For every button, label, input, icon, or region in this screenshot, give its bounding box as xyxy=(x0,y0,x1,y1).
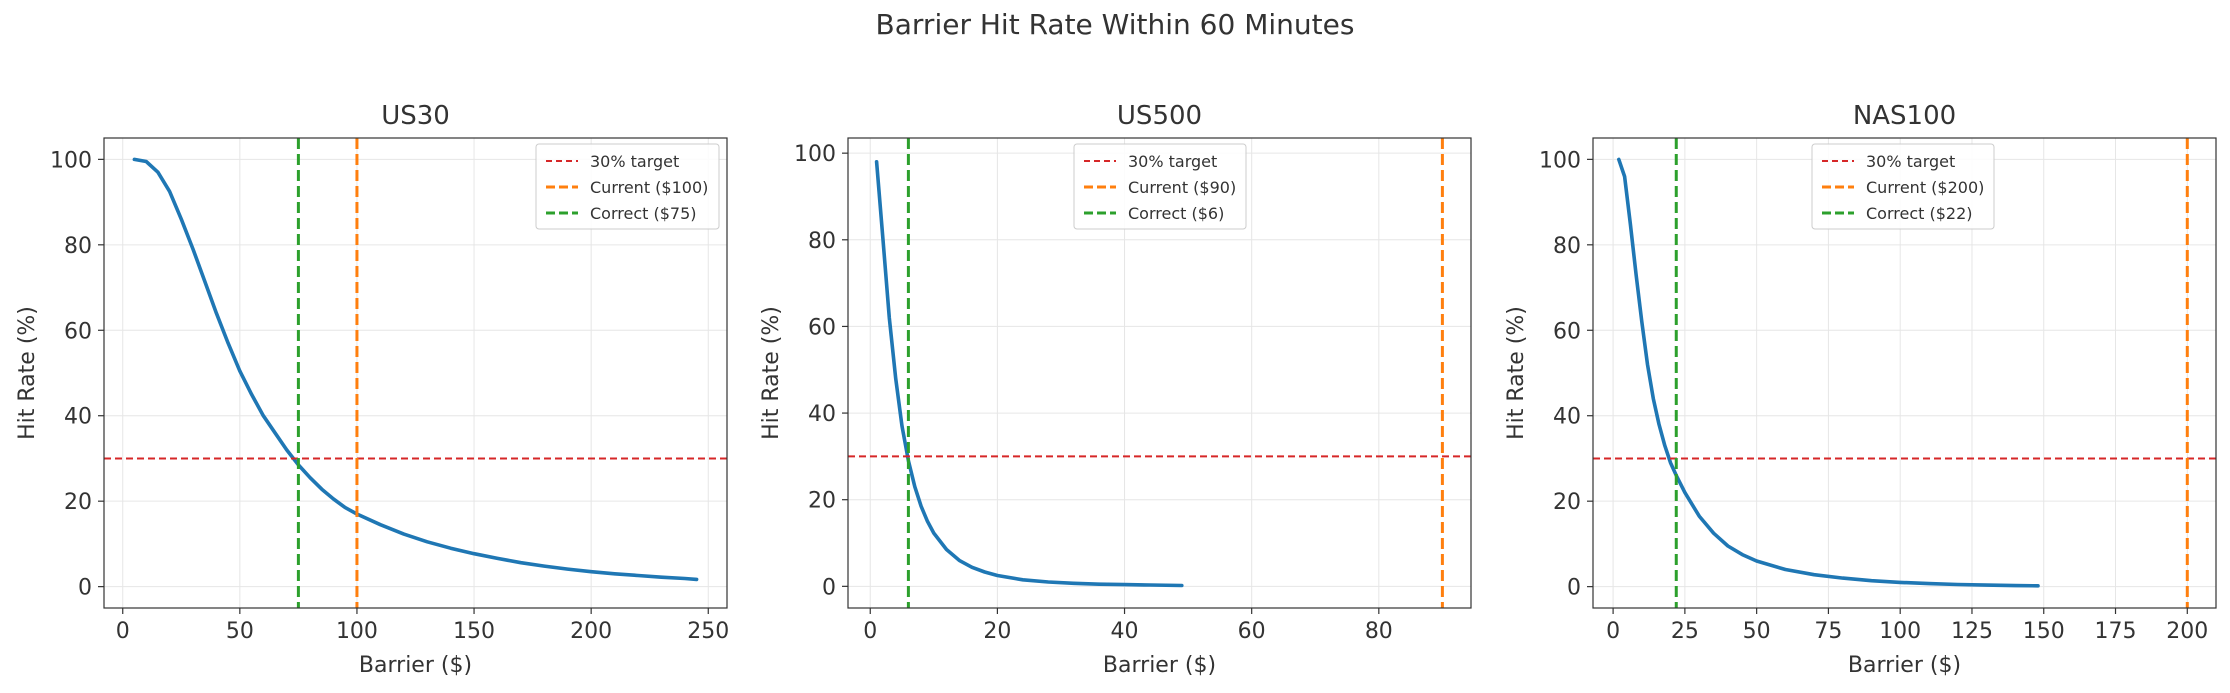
legend-label: Correct ($6) xyxy=(1128,204,1224,223)
x-tick-label: 25 xyxy=(1671,619,1699,644)
x-tick-label: 250 xyxy=(687,619,729,644)
y-axis-label: Hit Rate (%) xyxy=(15,306,40,440)
y-tick-label: 20 xyxy=(808,489,836,514)
legend: 30% target Current ($100) Correct ($75) xyxy=(535,143,720,230)
x-tick-label: 80 xyxy=(1365,619,1393,644)
y-tick-label: 40 xyxy=(808,402,836,427)
x-tick-label: 100 xyxy=(336,619,378,644)
legend: 30% target Current ($90) Correct ($6) xyxy=(1073,143,1247,230)
y-tick-label: 20 xyxy=(64,490,92,515)
x-tick-label: 100 xyxy=(1879,619,1921,644)
x-tick-label: 125 xyxy=(1951,619,1993,644)
x-tick-label: 0 xyxy=(1606,619,1620,644)
x-tick-label: 0 xyxy=(863,619,877,644)
y-tick-label: 0 xyxy=(822,575,836,600)
panel-nas100: 0 25 50 75 100 125 150 175 200 0 20 40 60 80 100 NAS100… xyxy=(1504,101,2217,678)
y-tick-label: 60 xyxy=(64,319,92,344)
plot-frame xyxy=(1592,137,2217,609)
y-axis-label: Hit Rate (%) xyxy=(1504,306,1529,440)
hit-rate-line xyxy=(1617,157,2040,588)
y-tick-label: 40 xyxy=(1553,405,1581,430)
x-tick-label: 50 xyxy=(226,619,254,644)
legend-label: Correct ($22) xyxy=(1866,204,1973,223)
panel-title: US500 xyxy=(1117,101,1202,131)
x-tick-label: 60 xyxy=(1238,619,1266,644)
legend-label: 30% target xyxy=(1128,152,1217,171)
legend-label: 30% target xyxy=(590,152,679,171)
legend-label: Current ($100) xyxy=(590,178,708,197)
legend-label: 30% target xyxy=(1866,152,1955,171)
panel-us500: 0 20 40 60 80 0 20 40 60 80 100 US500 Barrier ($) Hit… xyxy=(759,101,1472,678)
y-tick-label: 80 xyxy=(1553,234,1581,259)
legend-box xyxy=(1073,143,1247,230)
x-tick-label: 75 xyxy=(1814,619,1842,644)
y-tick-label: 80 xyxy=(808,229,836,254)
legend-label: Correct ($75) xyxy=(590,204,697,223)
hit-rate-line xyxy=(132,157,699,582)
legend-label: Current ($200) xyxy=(1866,178,1984,197)
x-axis-label: Barrier ($) xyxy=(1103,653,1216,678)
y-axis-label: Hit Rate (%) xyxy=(759,306,784,440)
x-tick-label: 150 xyxy=(2023,619,2065,644)
y-tick-label: 100 xyxy=(50,148,92,173)
x-axis-label: Barrier ($) xyxy=(359,653,472,678)
panel-title: US30 xyxy=(381,101,450,131)
legend: 30% target Current ($200) Correct ($22) xyxy=(1811,143,1995,230)
y-tick-label: 100 xyxy=(1539,148,1581,173)
y-tick-label: 60 xyxy=(808,315,836,340)
panel-title: NAS100 xyxy=(1853,101,1956,131)
x-tick-label: 20 xyxy=(983,619,1011,644)
x-tick-label: 50 xyxy=(1743,619,1771,644)
y-tick-label: 0 xyxy=(1567,576,1581,601)
panel-us30: 0 50 100 150 200 250 0 20 40 60 80 100 US30 Barrier (… xyxy=(15,101,729,678)
y-tick-label: 0 xyxy=(78,576,92,601)
figure-title: Barrier Hit Rate Within 60 Minutes xyxy=(875,8,1355,41)
y-tick-label: 60 xyxy=(1553,319,1581,344)
x-tick-label: 150 xyxy=(453,619,495,644)
y-tick-label: 20 xyxy=(1553,490,1581,515)
plot-frame xyxy=(103,137,728,609)
y-tick-label: 80 xyxy=(64,234,92,259)
x-tick-label: 40 xyxy=(1111,619,1139,644)
y-tick-label: 100 xyxy=(794,142,836,167)
y-tick-label: 40 xyxy=(64,405,92,430)
x-tick-label: 200 xyxy=(2166,619,2208,644)
legend-box xyxy=(1811,143,1995,230)
x-axis-label: Barrier ($) xyxy=(1848,653,1961,678)
x-tick-label: 0 xyxy=(116,619,130,644)
legend-box xyxy=(535,143,720,230)
legend-label: Current ($90) xyxy=(1128,178,1236,197)
x-tick-label: 175 xyxy=(2095,619,2137,644)
hit-rate-line xyxy=(874,160,1184,588)
x-tick-label: 200 xyxy=(570,619,612,644)
plot-frame xyxy=(847,137,1472,609)
